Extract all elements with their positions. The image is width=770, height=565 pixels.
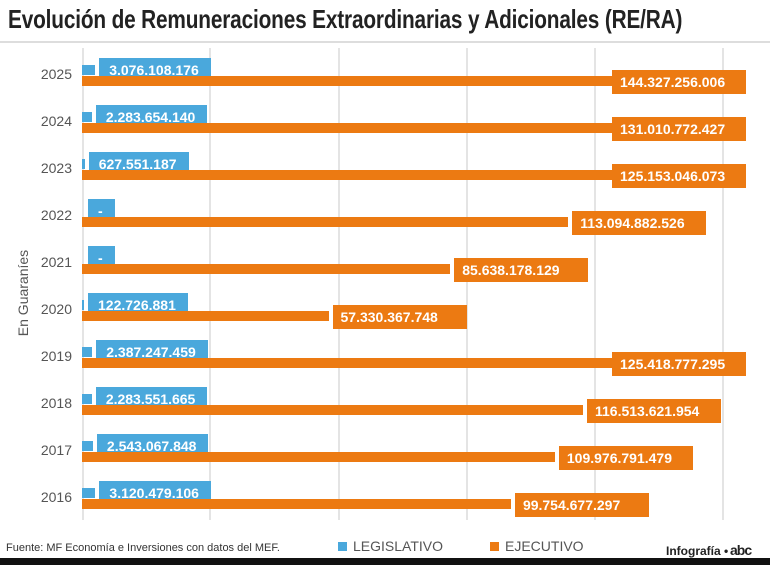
title-divider xyxy=(0,41,770,43)
source-note: Fuente: MF Economía e Inversiones con da… xyxy=(6,542,280,554)
abc-logo: abc xyxy=(730,542,752,558)
legend-swatch-legislativo xyxy=(338,541,347,551)
y-tick-label: 2016 xyxy=(40,489,72,505)
gridline xyxy=(594,48,596,520)
bar-ejecutivo xyxy=(82,123,646,133)
data-label-ejecutivo: 57.330.367.748 xyxy=(332,305,467,329)
legend-label: LEGISLATIVO xyxy=(353,538,443,554)
bar-ejecutivo xyxy=(82,452,555,462)
bar-legislativo xyxy=(82,159,85,169)
data-label-ejecutivo: 99.754.677.297 xyxy=(514,493,649,517)
data-label-ejecutivo: 131.010.772.427 xyxy=(612,117,746,141)
bar-legislativo xyxy=(82,300,84,310)
bar-ejecutivo xyxy=(82,217,569,227)
gridline xyxy=(722,48,724,520)
y-tick-label: 2017 xyxy=(40,442,72,458)
y-tick-label: 2025 xyxy=(40,66,72,82)
bar-legislativo xyxy=(82,347,93,357)
bar-legislativo xyxy=(82,488,96,498)
y-tick-label: 2018 xyxy=(40,395,72,411)
data-label-ejecutivo: 144.327.256.006 xyxy=(612,70,746,94)
gridline xyxy=(82,48,84,520)
bar-legislativo xyxy=(82,394,92,404)
y-tick-label: 2020 xyxy=(40,301,72,317)
data-label-ejecutivo: 85.638.178.129 xyxy=(454,258,589,282)
bar-legislativo xyxy=(82,65,96,75)
bar-ejecutivo xyxy=(82,358,622,368)
data-label-ejecutivo: 125.418.777.295 xyxy=(612,352,746,376)
bar-ejecutivo xyxy=(82,311,329,321)
data-label-ejecutivo: 113.094.882.526 xyxy=(572,211,707,235)
bar-legislativo xyxy=(82,112,92,122)
gridline xyxy=(466,48,468,520)
y-tick-label: 2022 xyxy=(40,207,72,223)
gridline xyxy=(209,48,211,520)
data-label-ejecutivo: 125.153.046.073 xyxy=(612,164,746,188)
y-tick-label: 2023 xyxy=(40,160,72,176)
bar-ejecutivo xyxy=(82,264,451,274)
legend-item-ejecutivo: EJECUTIVO xyxy=(490,538,584,554)
bar-ejecutivo xyxy=(82,170,621,180)
y-tick-label: 2019 xyxy=(40,348,72,364)
data-label-ejecutivo: 109.976.791.479 xyxy=(558,446,693,470)
y-tick-label: 2021 xyxy=(40,254,72,270)
credit: Infografía • xyxy=(666,544,729,558)
bar-ejecutivo xyxy=(82,405,583,415)
y-tick-label: 2024 xyxy=(40,113,72,129)
gridline xyxy=(338,48,340,520)
legend-item-legislativo: LEGISLATIVO xyxy=(338,538,443,554)
legend-swatch-ejecutivo xyxy=(490,541,499,551)
legend-label: EJECUTIVO xyxy=(505,538,584,554)
plot-area: 2025 3.076.108.176 144.327.256.006 2024 2.28… xyxy=(40,48,746,520)
chart-title: Evolución de Remuneraciones Extraordinar… xyxy=(8,4,683,34)
bar-ejecutivo xyxy=(82,499,511,509)
bar-legislativo xyxy=(82,441,93,451)
data-label-ejecutivo: 116.513.621.954 xyxy=(587,399,721,423)
bar-ejecutivo xyxy=(82,76,703,86)
footer-bar xyxy=(0,558,770,565)
